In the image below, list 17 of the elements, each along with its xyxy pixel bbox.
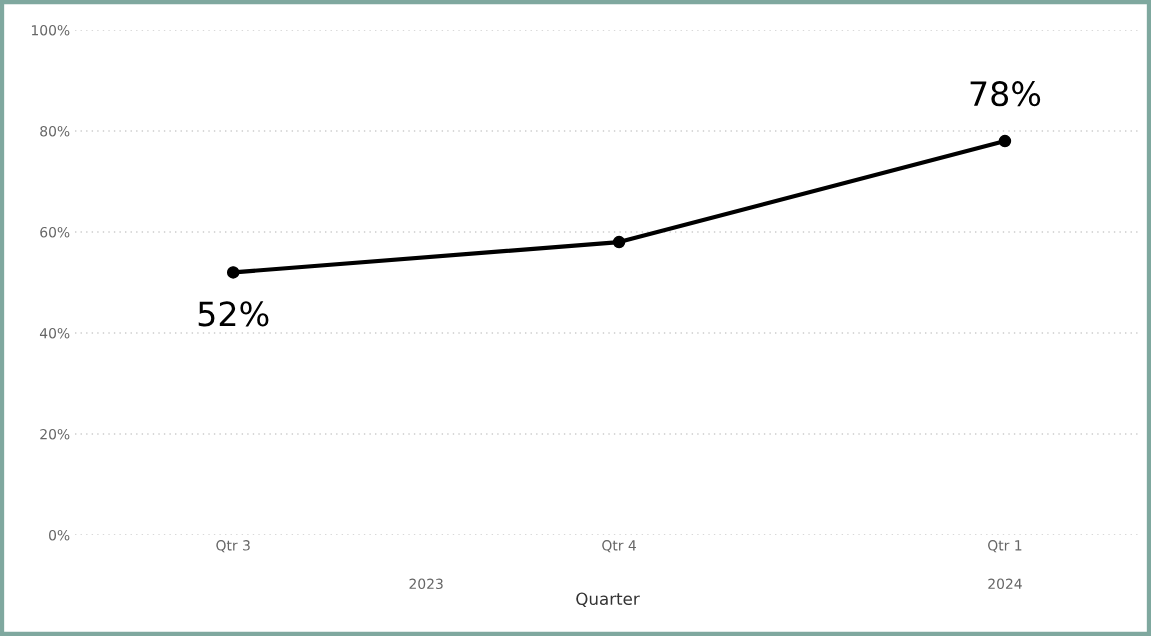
y-tick-label: 40% <box>39 327 70 339</box>
x-axis-title: Quarter <box>576 592 640 607</box>
data-label: 52% <box>198 301 269 327</box>
y-tick-label: 0% <box>49 529 70 541</box>
y-tick-label: 20% <box>40 428 70 440</box>
point <box>612 235 626 249</box>
x-tick-label: Qtr 4 <box>602 540 636 553</box>
y-tick-label: 60% <box>40 226 70 238</box>
text: 2024 <box>988 578 1022 590</box>
text: 2023 <box>409 578 443 590</box>
x-tick-label: Qtr 3 <box>216 540 250 553</box>
y-tick-label: 80% <box>40 125 70 137</box>
x-tick-label: Qtr 1 <box>988 540 1022 553</box>
y-tick-label: 100% <box>31 24 70 36</box>
point <box>226 266 240 279</box>
data-label: 78% <box>970 81 1041 107</box>
point <box>998 134 1012 148</box>
